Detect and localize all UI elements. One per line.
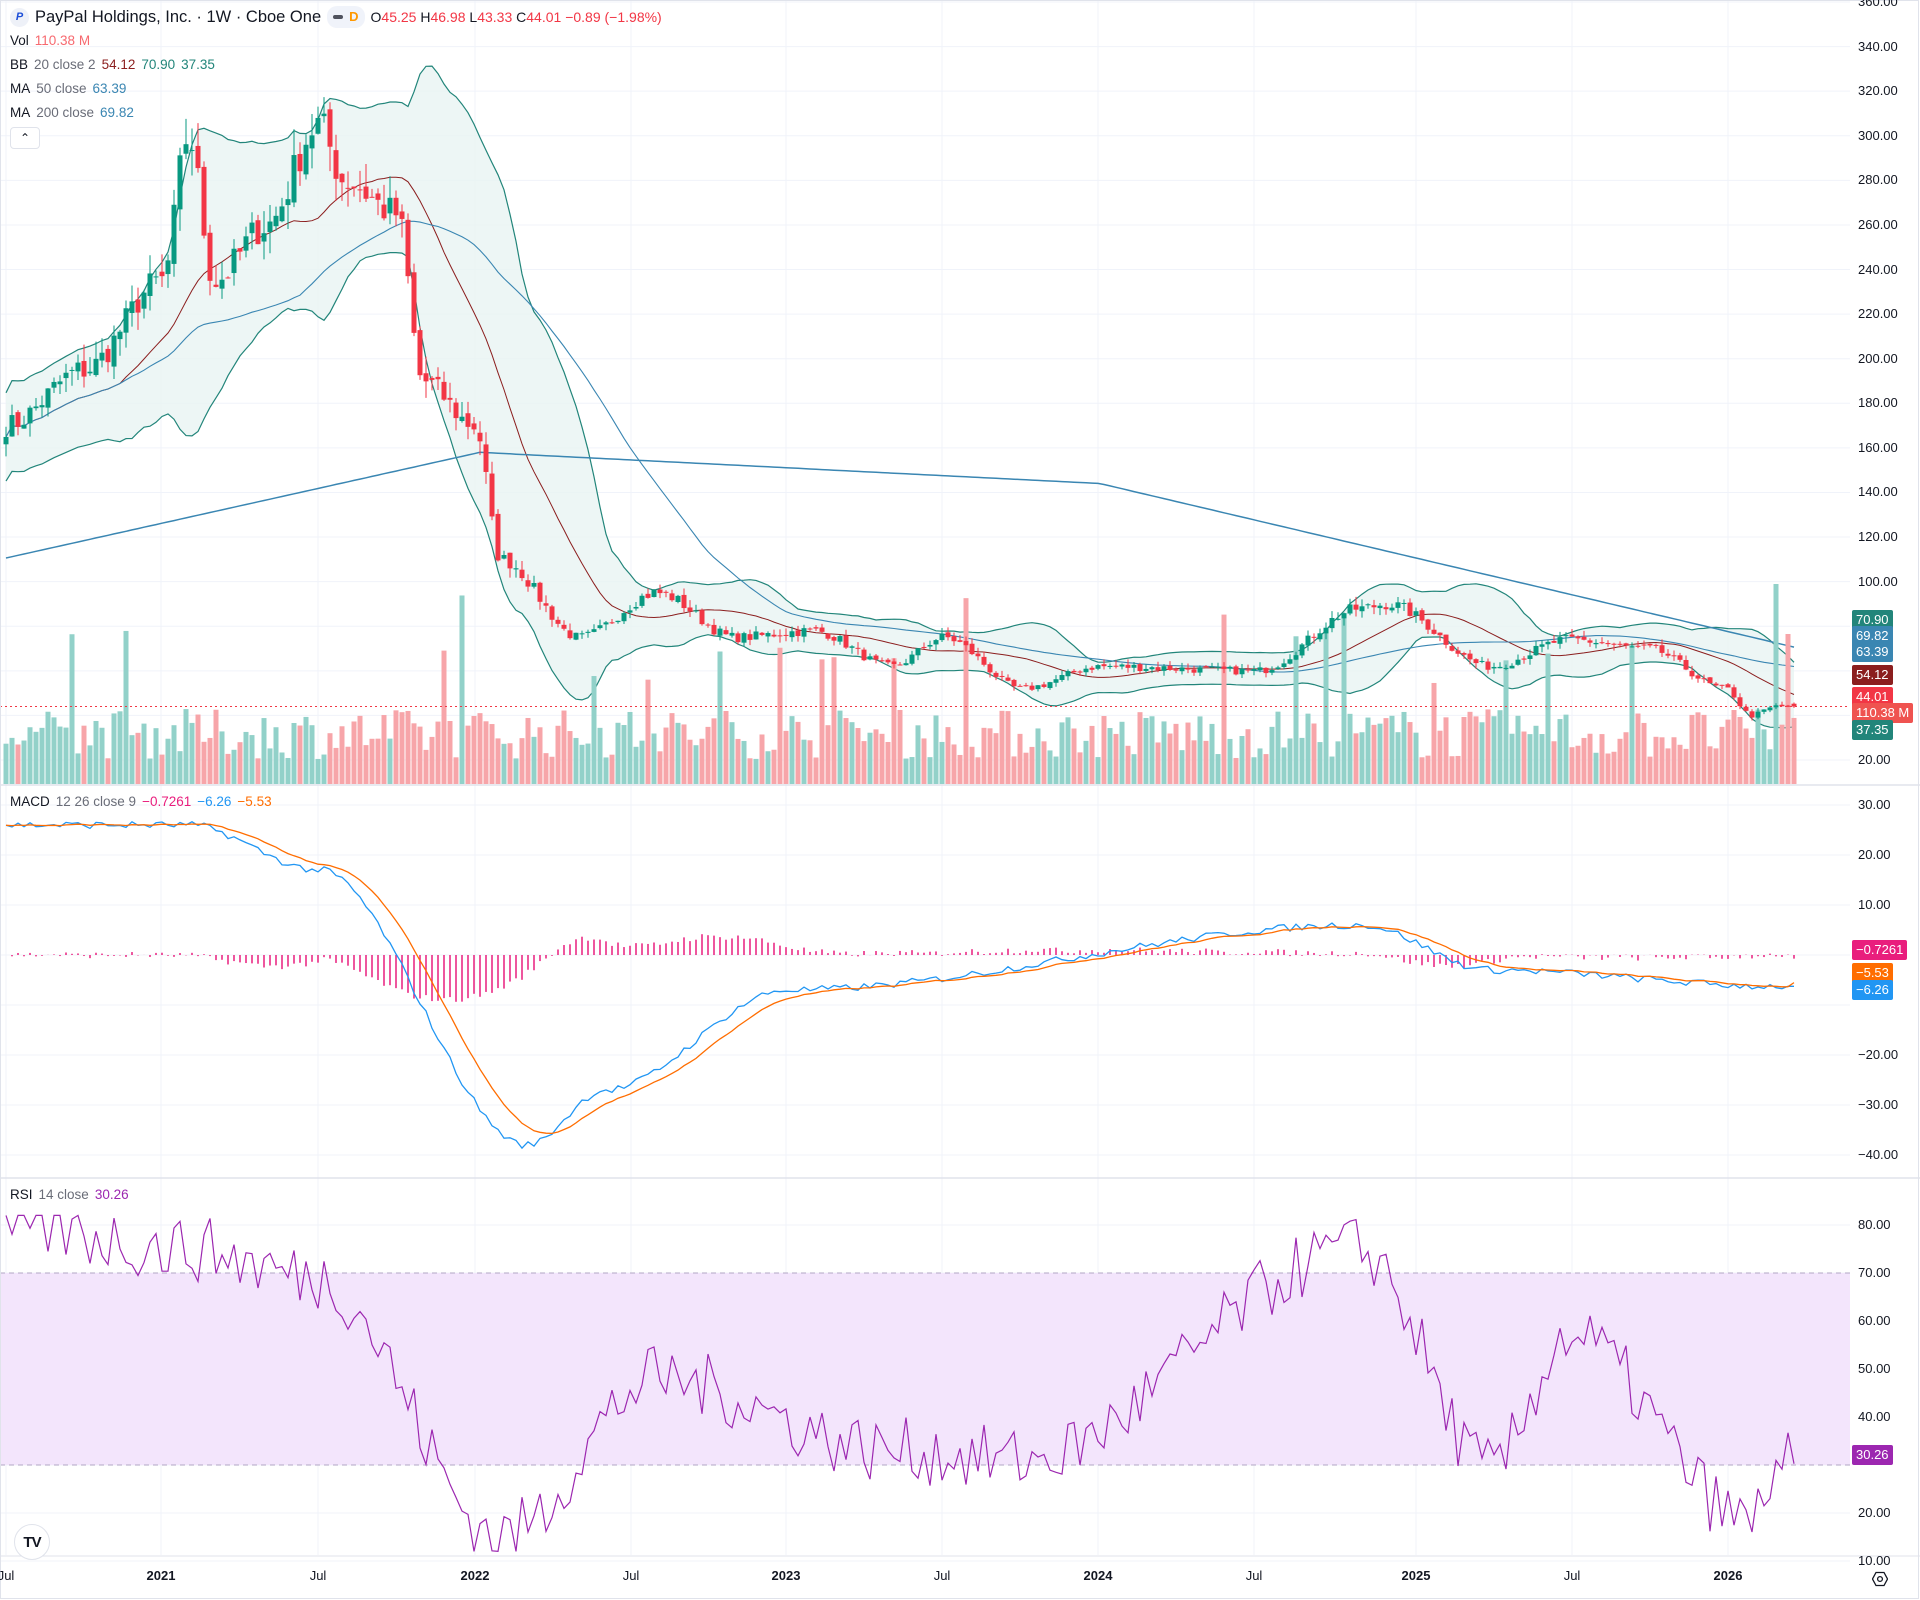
price-tag: 44.01: [1852, 687, 1893, 707]
macd-axis-tick: 30.00: [1858, 797, 1891, 812]
price-axis-tick: 360.00: [1858, 0, 1898, 9]
ma50-legend[interactable]: MA 50 close 63.39: [10, 81, 127, 96]
symbol-title[interactable]: PayPal Holdings, Inc. · 1W · Cboe One: [35, 8, 322, 26]
price-tag: 37.35: [1852, 720, 1893, 740]
price-axis-tick: 280.00: [1858, 172, 1898, 188]
symbol-legend: P PayPal Holdings, Inc. · 1W · Cboe One …: [10, 6, 662, 28]
rsi-tag: 30.26: [1852, 1445, 1893, 1465]
time-axis-tick: 2024: [1083, 1568, 1113, 1583]
macd-tag: −5.53: [1852, 963, 1893, 983]
time-axis-tick: 2023: [771, 1568, 801, 1583]
time-axis-tick: 2025: [1401, 1568, 1431, 1583]
time-axis-tick: Jul: [1563, 1568, 1581, 1583]
macd-axis-tick: 10.00: [1858, 897, 1891, 912]
tradingview-logo[interactable]: TV: [14, 1524, 50, 1560]
chevron-up-icon: ⌃: [19, 131, 31, 145]
settings-gear-icon[interactable]: [1872, 1571, 1888, 1587]
macd-tag: −6.26: [1852, 980, 1893, 1000]
paypal-logo-icon: P: [10, 7, 29, 27]
delayed-data-badge: D: [349, 9, 359, 24]
rsi-axis-tick: 70.00: [1858, 1265, 1891, 1280]
price-tag: 69.82: [1852, 626, 1893, 646]
rsi-axis-tick: 60.00: [1858, 1313, 1891, 1328]
market-status-pill[interactable]: D: [327, 6, 365, 28]
price-tag: 110.38 M: [1852, 703, 1914, 723]
price-axis-tick: 140.00: [1858, 484, 1898, 500]
macd-axis-tick: −30.00: [1858, 1097, 1899, 1112]
time-axis-tick: 2026: [1713, 1568, 1743, 1583]
macd-legend[interactable]: MACD 12 26 close 9 −0.7261 −6.26 −5.53: [10, 794, 272, 809]
time-axis-tick: Jul: [933, 1568, 951, 1583]
bollinger-legend[interactable]: BB 20 close 2 54.12 70.90 37.35: [10, 57, 215, 72]
volume-bars: [3, 584, 1797, 784]
time-axis-tick: 2022: [460, 1568, 490, 1583]
price-change: −0.89 (−1.98%): [565, 9, 662, 25]
price-tag: 63.39: [1852, 642, 1893, 662]
rsi-axis-tick: 10.00: [1858, 1553, 1891, 1568]
signal-line: [5, 823, 1795, 1135]
candlesticks: [3, 97, 1797, 721]
price-axis-tick: 260.00: [1858, 216, 1898, 232]
time-axis-tick: Jul: [0, 1568, 15, 1583]
price-axis-tick: 340.00: [1858, 38, 1898, 54]
ohlc-values: O45.25 H46.98 L43.33 C44.01 −0.89 (−1.98…: [370, 9, 662, 25]
rsi-axis-tick: 20.00: [1858, 1505, 1891, 1520]
rsi-line: [5, 1214, 1795, 1553]
price-axis-tick: 320.00: [1858, 83, 1898, 99]
rsi-axis-tick: 80.00: [1858, 1217, 1891, 1232]
ma200-legend[interactable]: MA 200 close 69.82: [10, 105, 134, 120]
price-axis-tick: 160.00: [1858, 439, 1898, 455]
rsi-axis-tick: 40.00: [1858, 1409, 1891, 1424]
price-axis-tick: 200.00: [1858, 350, 1898, 366]
rsi-axis-tick: 50.00: [1858, 1361, 1891, 1376]
time-axis-tick: Jul: [1245, 1568, 1263, 1583]
rsi-legend[interactable]: RSI 14 close 30.26: [10, 1187, 129, 1202]
time-axis-tick: 2021: [146, 1568, 176, 1583]
price-axis-tick: 240.00: [1858, 261, 1898, 277]
macd-axis-tick: −20.00: [1858, 1047, 1899, 1062]
price-axis-tick: 220.00: [1858, 306, 1898, 322]
price-axis-tick: 120.00: [1858, 529, 1898, 545]
price-axis-tick: 300.00: [1858, 127, 1898, 143]
macd-axis-tick: −40.00: [1858, 1147, 1899, 1162]
macd-line: [5, 820, 1794, 1150]
price-axis-tick: 180.00: [1858, 395, 1898, 411]
macd-tag: −0.7261: [1852, 940, 1908, 960]
macd-axis-tick: 20.00: [1858, 847, 1891, 862]
market-closed-icon: [333, 15, 344, 19]
time-axis-tick: Jul: [622, 1568, 640, 1583]
price-tag: 54.12: [1852, 665, 1893, 685]
price-tag: 70.90: [1852, 610, 1893, 630]
collapse-legend-button[interactable]: ⌃: [10, 127, 40, 149]
time-axis-tick: Jul: [309, 1568, 327, 1583]
price-axis-tick: 20.00: [1858, 751, 1891, 767]
volume-legend[interactable]: Vol 110.38 M: [10, 33, 91, 48]
macd-histogram: [11, 934, 1795, 1002]
price-axis-tick: 100.00: [1858, 573, 1898, 589]
